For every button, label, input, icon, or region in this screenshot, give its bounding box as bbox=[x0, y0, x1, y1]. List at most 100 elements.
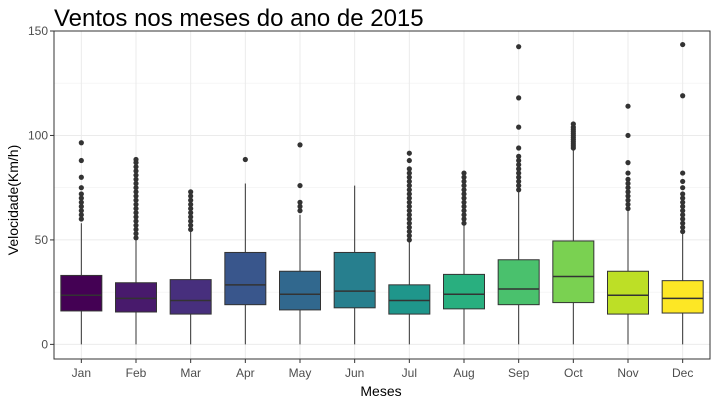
outlier-point bbox=[516, 166, 522, 172]
outlier-point bbox=[625, 197, 631, 203]
box-iqr bbox=[497, 259, 540, 306]
x-tick-label-oct: Oct bbox=[564, 366, 583, 380]
outlier-point bbox=[78, 212, 84, 218]
outlier-point bbox=[133, 193, 139, 199]
outlier-point bbox=[406, 166, 412, 172]
outlier-point bbox=[461, 212, 467, 218]
x-tick-label-mar: Mar bbox=[180, 366, 201, 380]
outlier-point bbox=[625, 201, 631, 208]
outlier-point bbox=[516, 157, 522, 164]
x-tick-label-jan: Jan bbox=[72, 366, 91, 380]
outlier-point bbox=[516, 44, 522, 50]
box-iqr bbox=[115, 282, 157, 313]
x-axis-title: Meses bbox=[360, 383, 401, 399]
outlier-point bbox=[570, 121, 576, 127]
outlier-point bbox=[297, 203, 303, 210]
outlier-point bbox=[680, 203, 686, 210]
outlier-point bbox=[680, 224, 686, 230]
outlier-point bbox=[516, 187, 522, 193]
box-dec bbox=[661, 41, 704, 345]
outlier-point bbox=[78, 140, 84, 146]
outlier-point bbox=[516, 174, 522, 180]
outlier-point bbox=[133, 214, 139, 220]
outlier-point bbox=[406, 182, 412, 189]
outlier-point bbox=[406, 191, 412, 197]
outlier-point bbox=[188, 226, 194, 233]
outlier-point bbox=[625, 205, 631, 212]
outlier-point bbox=[625, 189, 631, 195]
chart-title: Ventos nos meses do ano de 2015 bbox=[54, 5, 424, 32]
outlier-point bbox=[297, 199, 303, 205]
outlier-point bbox=[680, 199, 686, 205]
outlier-point bbox=[406, 157, 412, 164]
outlier-point bbox=[461, 174, 467, 180]
outlier-point bbox=[78, 174, 84, 180]
box-iqr bbox=[388, 284, 431, 315]
outlier-point bbox=[680, 212, 686, 218]
outlier-point bbox=[133, 176, 139, 182]
outlier-point bbox=[461, 182, 467, 189]
outlier-point bbox=[133, 226, 139, 233]
outlier-point bbox=[406, 216, 412, 222]
outlier-point bbox=[625, 176, 631, 182]
outlier-point bbox=[133, 210, 139, 216]
x-tick-label-jul: Jul bbox=[402, 366, 417, 380]
outlier-point bbox=[78, 208, 84, 214]
outlier-point bbox=[188, 222, 194, 228]
y-axis: 0 50 100 150 bbox=[28, 24, 54, 351]
outlier-point bbox=[680, 185, 686, 191]
boxes bbox=[60, 41, 704, 345]
outlier-point bbox=[133, 180, 139, 187]
outlier-point bbox=[516, 162, 522, 168]
outlier-point bbox=[680, 178, 686, 185]
outlier-point bbox=[133, 197, 139, 203]
outlier-point bbox=[297, 142, 303, 148]
outlier-point bbox=[680, 216, 686, 222]
box-feb bbox=[115, 156, 157, 345]
outlier-point bbox=[406, 150, 412, 156]
outlier-point bbox=[406, 170, 412, 176]
y-tick-label: 50 bbox=[35, 233, 49, 247]
x-tick-label-aug: Aug bbox=[453, 366, 474, 380]
box-iqr bbox=[224, 251, 267, 306]
outlier-point bbox=[461, 191, 467, 197]
outlier-point bbox=[680, 191, 686, 197]
outlier-point bbox=[461, 208, 467, 214]
plot-panel-border bbox=[53, 30, 711, 360]
outlier-point bbox=[78, 191, 84, 197]
outlier-point bbox=[406, 187, 412, 193]
y-tick-label: 150 bbox=[28, 24, 48, 38]
outlier-point bbox=[461, 187, 467, 193]
outlier-point bbox=[625, 160, 631, 166]
x-tick-label-jun: Jun bbox=[345, 366, 364, 380]
outlier-point bbox=[188, 201, 194, 208]
outlier-point bbox=[680, 170, 686, 176]
outlier-point bbox=[133, 222, 139, 228]
x-axis: Jan Feb Mar Apr May Jun Jul Aug Sep Oct Nov Dec bbox=[72, 359, 693, 380]
outlier-point bbox=[188, 218, 194, 224]
outlier-point bbox=[406, 220, 412, 226]
outlier-point bbox=[461, 216, 467, 222]
outlier-point bbox=[516, 178, 522, 185]
y-tick-label: 100 bbox=[28, 128, 48, 142]
box-mar bbox=[169, 189, 212, 345]
outlier-point bbox=[133, 218, 139, 224]
outlier-point bbox=[680, 93, 686, 99]
outlier-point bbox=[78, 203, 84, 210]
outlier-point bbox=[78, 195, 84, 201]
outlier-point bbox=[133, 168, 139, 174]
outlier-point bbox=[78, 157, 84, 164]
outlier-point bbox=[406, 174, 412, 180]
box-sep bbox=[497, 44, 540, 345]
outlier-point bbox=[133, 235, 139, 241]
outlier-point bbox=[406, 195, 412, 201]
outlier-point bbox=[461, 170, 467, 176]
outlier-point bbox=[188, 210, 194, 216]
box-iqr bbox=[169, 279, 212, 315]
outlier-point bbox=[516, 124, 522, 130]
x-tick-label-dec: Dec bbox=[672, 366, 693, 380]
outlier-point bbox=[242, 156, 248, 163]
outlier-point bbox=[680, 41, 686, 48]
box-iqr bbox=[552, 240, 595, 304]
x-tick-label-feb: Feb bbox=[126, 366, 147, 380]
